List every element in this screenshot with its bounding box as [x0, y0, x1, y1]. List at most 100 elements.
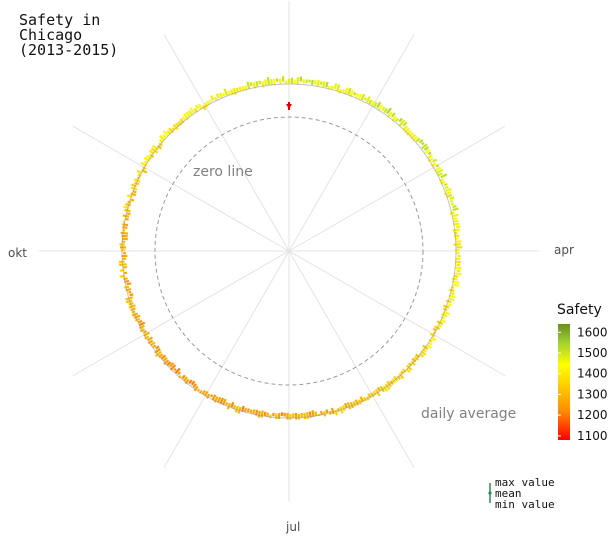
daily-bar: [384, 383, 391, 391]
month-label-jul: jul: [285, 520, 300, 534]
daily-bar: [177, 120, 183, 126]
daily-bar: [128, 290, 132, 294]
daily-bar: [455, 272, 462, 276]
daily-bar: [426, 344, 432, 349]
daily-bar: [215, 93, 220, 99]
daily-bar: [147, 336, 153, 342]
daily-bar: [246, 408, 250, 413]
daily-bar: [255, 81, 259, 87]
daily-bar: [368, 99, 373, 105]
legend-tick-label: 1300: [577, 387, 608, 401]
daily-bar: [453, 219, 459, 223]
daily-bar: [336, 84, 341, 92]
daily-bar: [138, 321, 146, 327]
daily-bar: [123, 205, 130, 210]
daily-bar: [210, 95, 215, 101]
legend-tick-label: 1100: [577, 429, 608, 443]
daily-bar: [126, 282, 132, 286]
daily-bar: [333, 82, 338, 90]
daily-bar: [189, 107, 195, 114]
daily-bar: [327, 85, 331, 89]
daily-bar: [355, 92, 360, 98]
grid-spoke: [288, 250, 506, 377]
daily-bar: [119, 269, 125, 272]
daily-bar: [376, 386, 381, 392]
daily-bar: [452, 213, 459, 218]
polar-grid: [39, 1, 539, 501]
grid-spoke: [288, 250, 415, 468]
daily-bar: [214, 96, 218, 101]
daily-bar: [208, 99, 213, 103]
daily-bar: [434, 166, 442, 172]
daily-bar: [313, 79, 317, 85]
daily-bar: [263, 411, 267, 417]
legend-ticks: 1600 1500 1400 1300 1200 1100: [558, 325, 608, 443]
daily-bar: [376, 101, 382, 109]
legend-tick-label: 1200: [577, 408, 608, 422]
daily-bar: [150, 147, 159, 154]
daily-bar: [261, 81, 265, 88]
daily-bar: [398, 119, 406, 127]
daily-bar: [159, 135, 166, 142]
daily-bar: [440, 319, 446, 323]
daily-bar: [401, 368, 407, 374]
daily-bar: [370, 392, 375, 398]
legend-tick-label: 1600: [577, 325, 608, 339]
daily-bar: [386, 380, 392, 388]
daily-bar: [223, 88, 229, 96]
month-labels: apr jul okt: [8, 243, 574, 534]
daily-bar: [260, 410, 264, 418]
daily-bar: [398, 117, 403, 123]
daily-bar: [160, 354, 167, 360]
daily-bar: [238, 86, 242, 92]
title-line-2: Chicago: [19, 26, 82, 44]
daily-bar: [149, 149, 155, 155]
daily-bar: [344, 87, 349, 95]
daily-bar: [126, 212, 131, 216]
daily-bar: [172, 123, 179, 131]
daily-bar: [129, 293, 134, 297]
daily-bar: [349, 401, 355, 409]
daily-bar: [432, 158, 438, 163]
legend-tick-label: 1500: [577, 346, 608, 360]
daily-bar: [427, 151, 432, 156]
daily-bar: [249, 81, 253, 87]
daily-bar: [352, 400, 357, 407]
daily-bar: [443, 182, 448, 187]
daily-bar: [235, 87, 240, 93]
daily-bar: [428, 341, 433, 346]
daily-bar: [246, 81, 251, 89]
daily-bar: [437, 172, 443, 177]
daily-bar: [453, 283, 460, 287]
daily-bar: [132, 190, 137, 194]
grid-spoke: [72, 125, 290, 252]
month-label-okt: okt: [8, 246, 27, 260]
key-mean-dot: [488, 491, 492, 495]
color-legend: Safety 1600 1500 1400 1300 1200 1100: [557, 302, 608, 443]
daily-bar: [427, 154, 433, 160]
daily-bar: [210, 394, 214, 398]
daily-bar: [162, 356, 168, 362]
grid-spoke: [72, 250, 290, 377]
daily-bar: [243, 407, 248, 413]
grid-spoke: [163, 250, 290, 468]
daily-bar: [252, 409, 256, 415]
daily-bar: [264, 79, 268, 86]
daily-bar: [130, 307, 136, 312]
daily-bar: [218, 92, 223, 99]
daily-bar: [124, 217, 129, 221]
daily-bar: [358, 93, 363, 99]
daily-bar: [447, 303, 452, 307]
daily-bar: [206, 393, 211, 399]
daily-bar: [197, 388, 201, 392]
daily-bar: [193, 385, 199, 392]
daily-bar: [398, 373, 405, 380]
daily-bar: [449, 196, 455, 200]
legend-colorbar: [558, 324, 570, 440]
daily-bar: [134, 317, 141, 322]
range-key: max value mean min value: [488, 476, 555, 511]
daily-bar: [226, 402, 232, 410]
daily-bar: [122, 223, 129, 227]
daily-bar: [173, 367, 177, 372]
